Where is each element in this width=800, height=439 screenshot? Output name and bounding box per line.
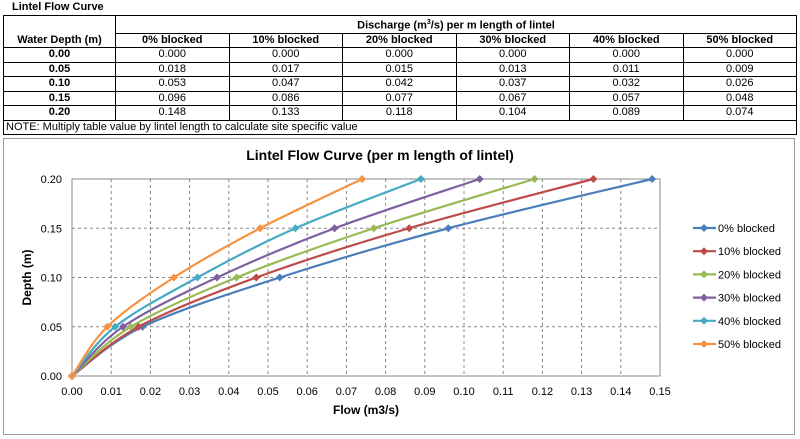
x-tick-label: 0.04: [218, 386, 239, 398]
y-tick-label: 0.20: [41, 174, 62, 186]
legend-label: 50% blocked: [718, 339, 781, 351]
data-point-marker: [103, 322, 112, 331]
data-point-marker: [275, 273, 284, 282]
legend-label: 0% blocked: [718, 223, 775, 235]
column-header: 10% blocked: [228, 32, 343, 49]
x-tick-label: 0.03: [179, 386, 200, 398]
table-row: 0.00 0.000 0.000 0.000 0.000 0.000 0.000: [3, 47, 797, 63]
table-row: 0.15 0.096 0.086 0.077 0.067 0.057 0.048: [3, 90, 797, 107]
water-depth-header: Water Depth (m): [3, 14, 116, 49]
data-point-marker: [475, 175, 484, 183]
y-tick-label: 0.00: [41, 371, 62, 383]
discharge-cell: 0.037: [455, 76, 570, 92]
data-point-marker: [256, 224, 265, 233]
x-tick-label: 0.06: [296, 386, 317, 398]
x-tick-label: 0.08: [375, 386, 396, 398]
y-tick-label: 0.15: [41, 223, 62, 235]
y-axis-label: Depth (m): [20, 250, 34, 306]
data-point-marker: [232, 273, 241, 282]
discharge-cell: 0.018: [115, 61, 230, 78]
series-line-2: [71, 177, 535, 377]
data-point-marker: [648, 175, 657, 183]
x-tick-label: 0.07: [336, 386, 357, 398]
data-point-marker: [291, 224, 300, 233]
legend-marker: [700, 247, 708, 256]
x-tick-label: 0.10: [453, 386, 474, 398]
data-point-marker: [252, 273, 261, 282]
legend-marker: [700, 340, 708, 348]
legend-label: 30% blocked: [718, 293, 781, 305]
data-point-marker: [213, 273, 222, 282]
table-note: NOTE: Multiply table value by lintel len…: [3, 119, 797, 135]
data-point-marker: [589, 175, 598, 183]
data-point-marker: [358, 175, 367, 183]
x-tick-label: 0.15: [649, 386, 670, 398]
discharge-group-header: Discharge (m3/s) per m length of lintel: [115, 15, 797, 34]
legend-label: 10% blocked: [718, 246, 781, 258]
data-point-marker: [134, 322, 143, 331]
data-point-marker: [118, 322, 127, 331]
series-line-0: [71, 177, 653, 377]
discharge-cell: 0.047: [228, 76, 343, 92]
y-tick-label: 0.05: [41, 322, 62, 334]
column-header: 50% blocked: [682, 32, 797, 49]
discharge-cell: 0.000: [342, 47, 457, 63]
depth-cell: 0.05: [3, 61, 116, 78]
legend-marker: [700, 270, 708, 279]
legend-marker: [700, 316, 708, 325]
legend-label: 40% blocked: [718, 316, 781, 328]
discharge-cell: 0.017: [228, 61, 343, 78]
series-line-5: [71, 178, 363, 377]
table-row: 0.20 0.148 0.133 0.118 0.104 0.089 0.074: [3, 105, 797, 121]
data-point-marker: [416, 175, 425, 183]
data-point-marker: [68, 372, 76, 380]
series-line-1: [71, 177, 594, 377]
data-point-marker: [330, 224, 339, 233]
y-tick-label: 0.10: [41, 273, 62, 285]
x-tick-label: 0.09: [414, 386, 435, 398]
discharge-cell: 0.118: [342, 105, 457, 121]
series-line-3: [71, 177, 481, 377]
data-point-marker: [193, 273, 202, 282]
discharge-cell: 0.077: [342, 90, 457, 107]
discharge-table: Water Depth (m) Discharge (m3/s) per m l…: [3, 14, 797, 135]
column-header: 40% blocked: [569, 32, 684, 49]
x-axis-label: Flow (m3/s): [333, 403, 399, 417]
table-row: 0.05 0.018 0.017 0.015 0.013 0.011 0.009: [3, 61, 797, 78]
series-line-4: [71, 177, 422, 377]
x-tick-label: 0.14: [610, 386, 631, 398]
sheet-title: Lintel Flow Curve: [12, 1, 104, 13]
data-point-marker: [530, 175, 539, 183]
data-point-marker: [444, 224, 453, 233]
data-point-marker: [405, 224, 414, 233]
legend-marker: [700, 224, 708, 232]
x-tick-label: 0.12: [532, 386, 553, 398]
x-tick-label: 0.01: [100, 386, 121, 398]
data-point-marker: [369, 224, 378, 233]
column-header: 0% blocked: [115, 32, 230, 49]
chart-title: Lintel Flow Curve (per m length of linte…: [246, 147, 514, 163]
x-tick-label: 0.02: [140, 386, 161, 398]
x-tick-label: 0.13: [571, 386, 592, 398]
data-point-marker: [126, 322, 135, 331]
data-point-marker: [169, 273, 178, 282]
x-tick-label: 0.00: [61, 386, 82, 398]
legend-marker: [700, 293, 708, 302]
x-tick-label: 0.11: [493, 386, 514, 398]
legend-label: 20% blocked: [718, 269, 781, 281]
x-tick-label: 0.05: [257, 386, 278, 398]
chart-area: [3, 138, 795, 435]
table-row: 0.10 0.053 0.047 0.042 0.037 0.032 0.026: [3, 76, 797, 92]
data-point-marker: [111, 322, 120, 331]
